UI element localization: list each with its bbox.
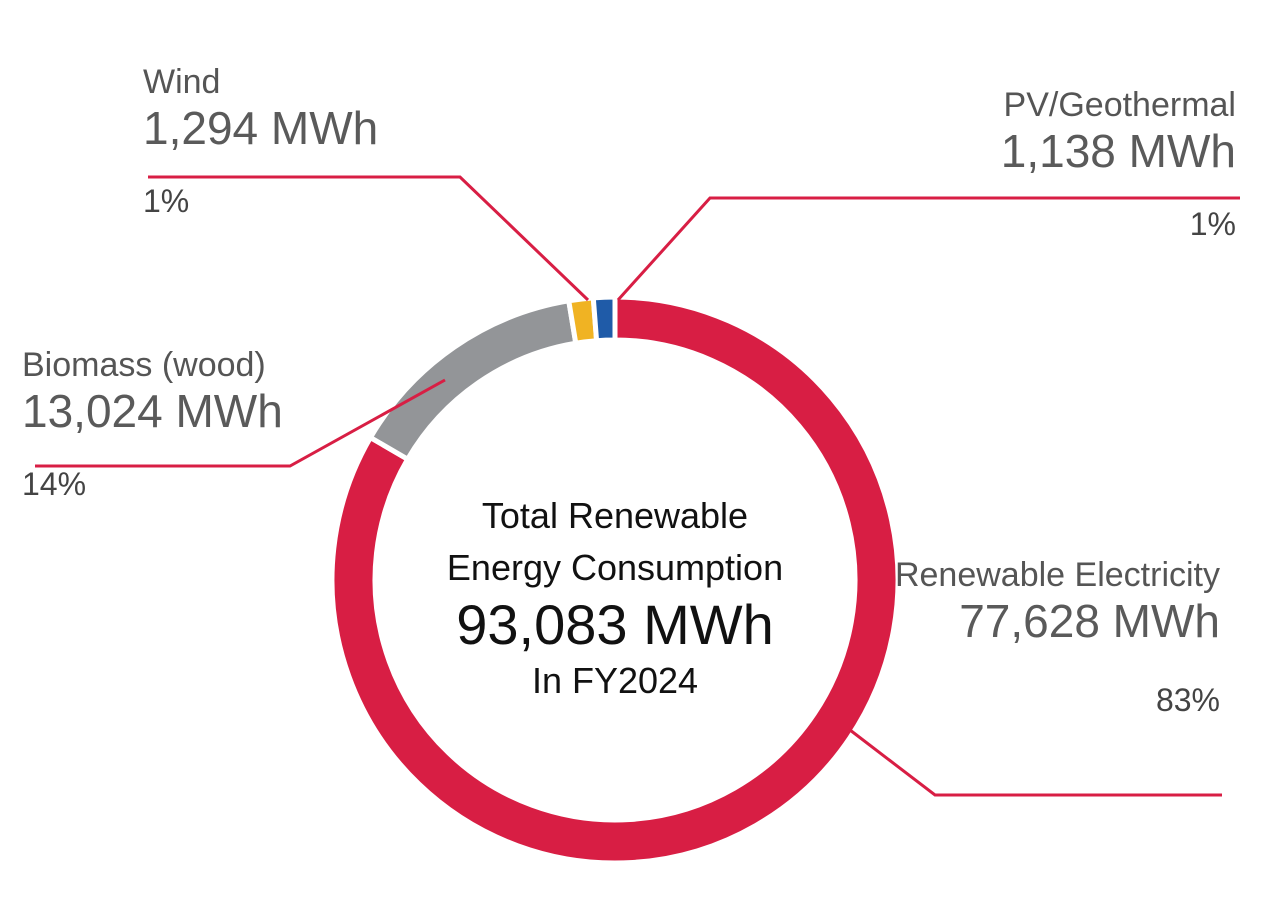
donut [329, 294, 901, 866]
percent-label: 83% [1155, 682, 1220, 719]
center-total: 93,083 MWh [456, 593, 774, 657]
value-label: 1,294 MWh [143, 101, 379, 154]
leader-lines [35, 175, 1240, 797]
leader-line [35, 378, 446, 468]
category-label: PV/Geothermal [1003, 86, 1236, 124]
percent-label: 1% [143, 183, 190, 220]
donut-segment [590, 294, 618, 344]
value-label: 77,628 MWh [959, 594, 1220, 647]
percent-label: 1% [1189, 206, 1236, 243]
category-label: Wind [143, 63, 221, 101]
center-title: Total Renewable Energy Consumption [446, 495, 784, 589]
center-period: In FY2024 [531, 659, 699, 701]
percent-label: 14% [22, 466, 87, 503]
label-group: Biomass (wood) 13,024 MWh 14% [22, 345, 283, 503]
leader-line [616, 196, 1240, 302]
label-group: Renewable Electricity 77,628 MWh 83% [880, 555, 1220, 719]
category-label: Biomass (wood) [22, 346, 266, 384]
label-group: Wind 1,294 MWh 1% [143, 62, 378, 220]
center-label: Total Renewable Energy Consumption 93,08… [405, 490, 825, 706]
label-group: PV/Geothermal 1,138 MWh 1% [1001, 85, 1236, 243]
value-label: 1,138 MWh [1000, 124, 1236, 177]
value-label: 13,024 MWh [22, 384, 283, 437]
donut-segment [367, 297, 579, 463]
leader-line [148, 175, 590, 302]
donut-segment [329, 294, 901, 866]
leader-line [849, 728, 1222, 797]
category-label: Renewable Electricity [894, 556, 1220, 594]
